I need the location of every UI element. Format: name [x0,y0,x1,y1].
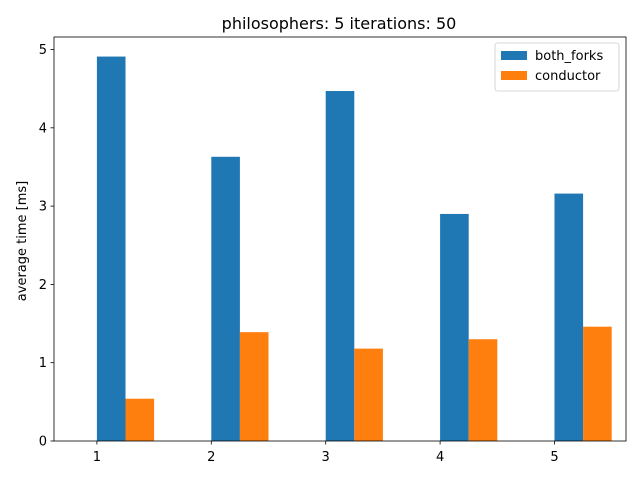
bar-both-forks-3 [325,91,355,442]
x-tick-label: 5 [550,450,558,465]
y-tick-label: 0 [39,435,47,450]
chart-title: philosophers: 5 iterations: 50 [222,14,457,33]
legend-label-both-forks: both_forks [535,49,603,64]
bar-both-forks-5 [554,193,584,441]
y-tick-label: 1 [39,356,47,371]
bar-both-forks-1 [96,56,126,441]
plot-area: 0 1 2 3 4 5 1 2 3 4 5 [39,36,627,465]
bar-conductor-2 [239,332,269,441]
y-tick-label: 5 [39,43,47,58]
y-tick-label: 3 [39,200,47,215]
axes-frame [53,36,627,442]
x-tick-label: 2 [207,450,215,465]
legend-label-conductor: conductor [535,69,601,84]
legend: both_forks conductor [494,42,620,92]
y-tick-label: 2 [39,278,47,293]
y-axis-title: average time [ms] [15,181,30,301]
x-tick-label: 1 [93,450,101,465]
y-tick-label: 4 [39,121,47,136]
bar-both-forks-4 [440,213,469,441]
legend-swatch-both-forks [501,51,527,60]
bar-conductor-3 [354,348,383,441]
bar-both-forks-2 [211,156,240,442]
x-tick-label: 3 [322,450,330,465]
legend-swatch-conductor [501,71,527,80]
bar-conductor-1 [125,398,155,441]
x-tick-label: 4 [436,450,444,465]
bar-conductor-5 [583,326,612,441]
bar-conductor-4 [468,339,498,441]
